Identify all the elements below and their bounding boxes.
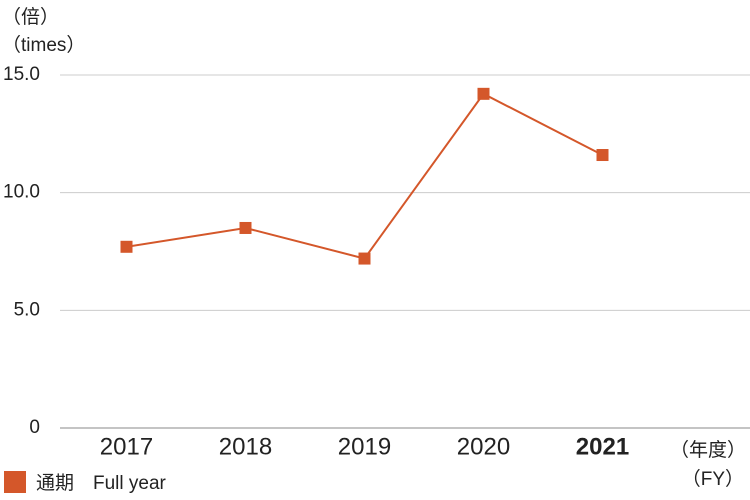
data-point	[239, 221, 252, 234]
x-tick-label: 2019	[338, 433, 391, 460]
data-point	[358, 252, 371, 265]
x-unit-label: （年度）	[670, 439, 746, 461]
y-tick-label: 10.0	[3, 182, 40, 203]
legend-swatch	[4, 471, 26, 493]
y-tick-label: 5.0	[14, 299, 40, 320]
data-point	[596, 149, 609, 162]
data-point	[120, 240, 133, 253]
series-line	[126, 92, 603, 260]
y-unit-label: （倍）	[2, 6, 59, 28]
y-tick-label: 0	[29, 417, 40, 438]
x-tick-label: 2018	[219, 433, 272, 460]
legend-label: 通期 Full year	[36, 472, 167, 494]
x-tick-label: 2017	[100, 433, 153, 460]
y-tick-label: 15.0	[3, 64, 40, 85]
y-unit-label: （times）	[2, 34, 85, 56]
x-tick-label: 2021	[576, 433, 629, 460]
x-unit-label: （FY）	[682, 468, 744, 490]
data-point	[477, 87, 490, 100]
x-tick-label: 2020	[457, 433, 510, 460]
